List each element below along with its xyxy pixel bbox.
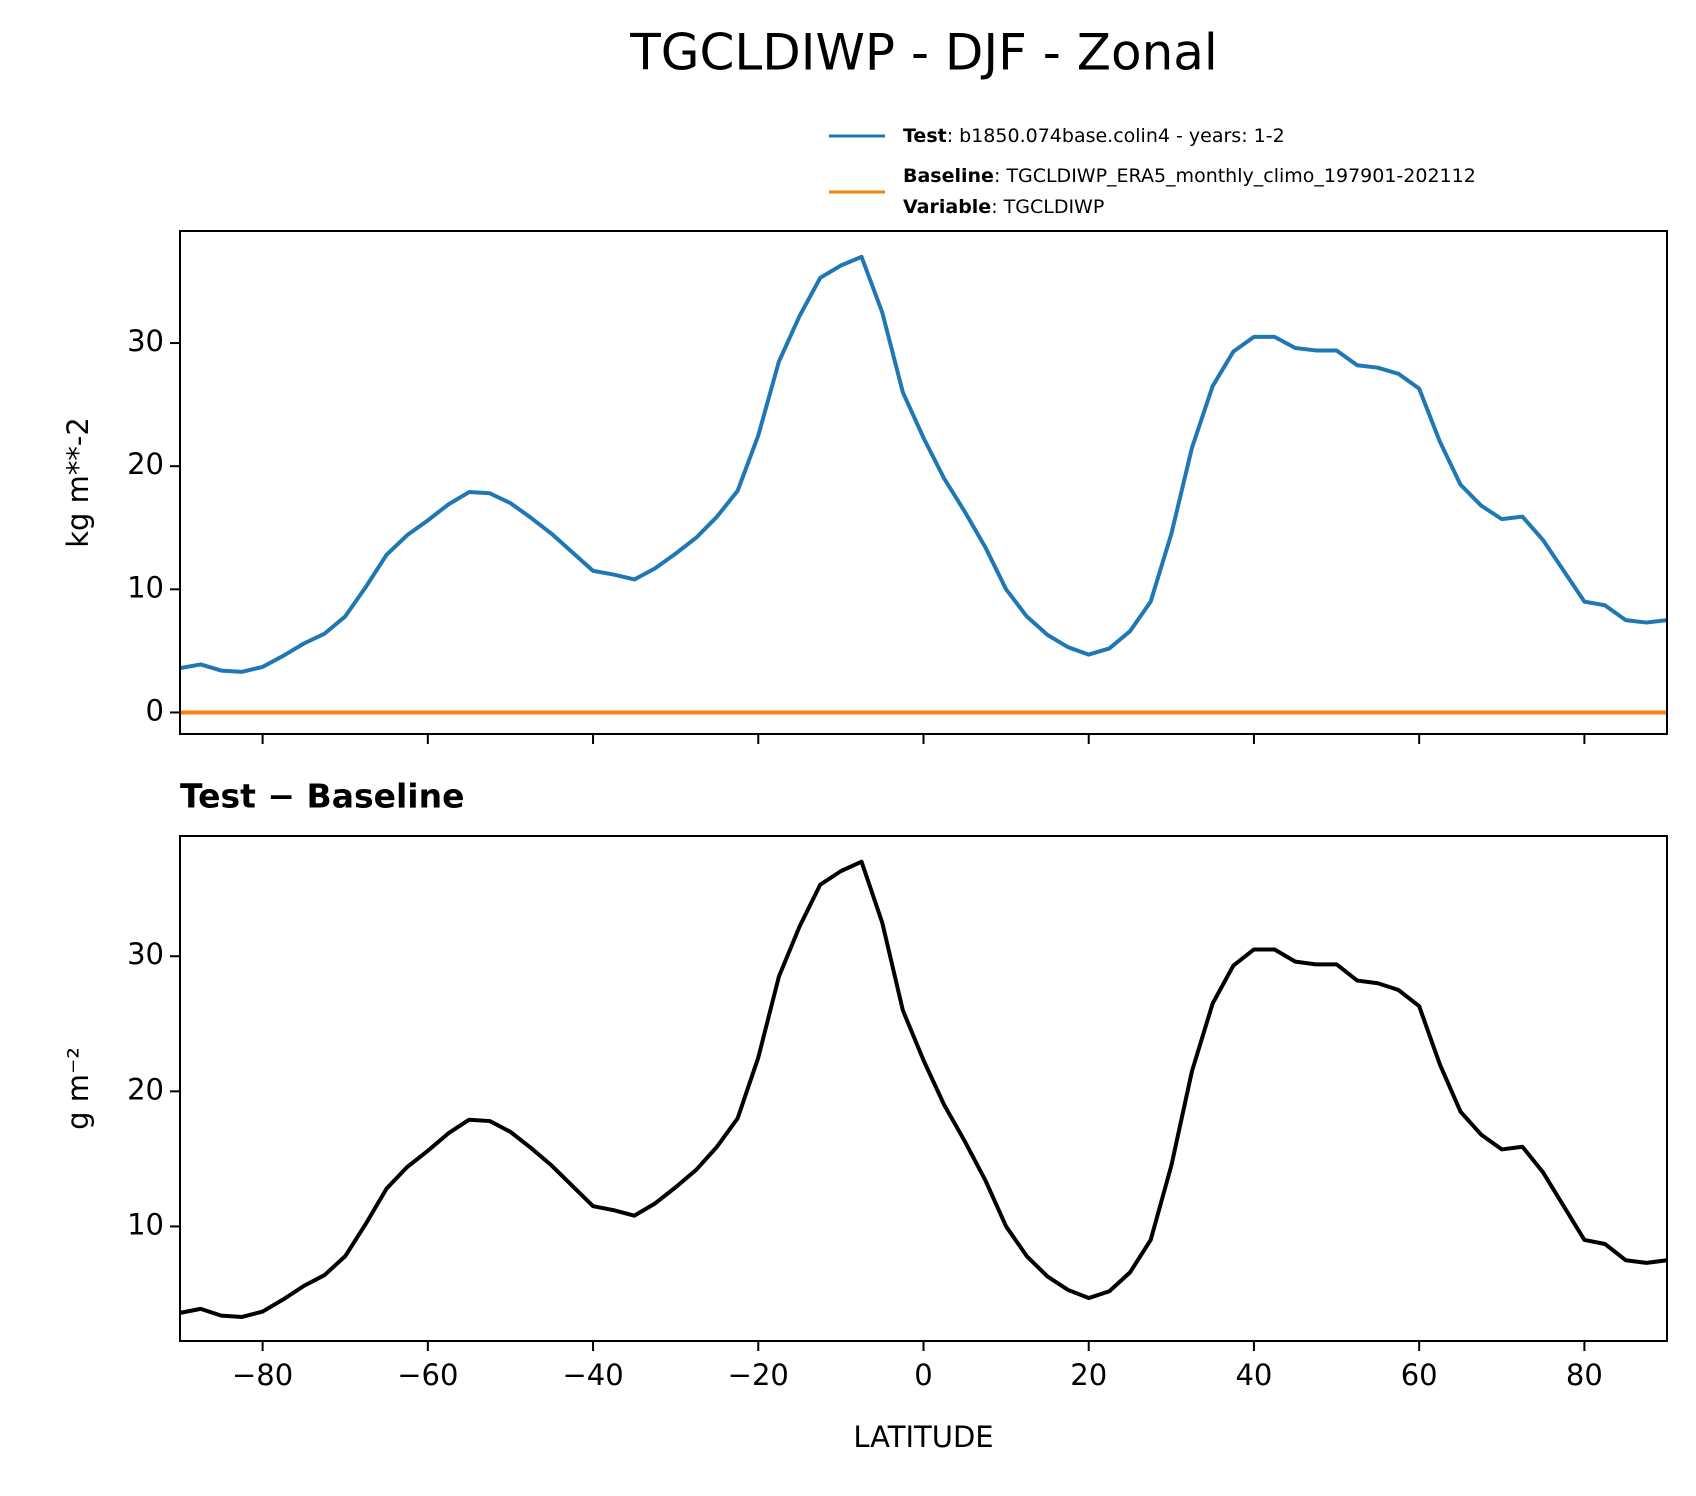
legend-text: : TGCLDIWP_ERA5_monthly_climo_197901-202…	[994, 165, 1476, 187]
y-tick-label: 0	[146, 693, 164, 727]
series-line	[179, 859, 1668, 1319]
legend-entry: Test: b1850.074base.colin4 - years: 1-2	[903, 125, 1285, 147]
y-tick-label: 30	[127, 937, 164, 971]
subplot-title: Test − Baseline	[180, 777, 465, 816]
x-tick-label: 40	[1235, 1358, 1272, 1392]
y-tick-label: 20	[127, 447, 164, 481]
y-axis-label: kg m**-2	[61, 417, 95, 548]
x-tick-label: −60	[397, 1358, 458, 1392]
legend-entry: Variable: TGCLDIWP	[903, 196, 1104, 218]
legend-name: Baseline	[903, 165, 994, 187]
figure-title: TGCLDIWP - DJF - Zonal	[629, 24, 1218, 82]
legend: Test: b1850.074base.colin4 - years: 1-2 …	[829, 125, 1476, 218]
x-tick-label: 60	[1401, 1358, 1438, 1392]
legend-text: : TGCLDIWP	[991, 196, 1104, 218]
y-tick-label: 20	[127, 1072, 164, 1106]
series-line	[179, 254, 1668, 674]
y-tick-label: 10	[127, 1207, 164, 1241]
x-tick-label: 20	[1070, 1358, 1107, 1392]
y-axis-label: g m⁻²	[61, 1047, 95, 1130]
y-tick-label: 30	[127, 324, 164, 358]
x-tick-label: 80	[1566, 1358, 1603, 1392]
x-axis-label: LATITUDE	[853, 1420, 993, 1454]
legend-text: : b1850.074base.colin4 - years: 1-2	[947, 125, 1285, 147]
x-tick-label: −80	[232, 1358, 293, 1392]
legend-entry: Baseline: TGCLDIWP_ERA5_monthly_climo_19…	[903, 165, 1476, 187]
y-tick-label: 10	[127, 570, 164, 604]
x-tick-label: 0	[914, 1358, 932, 1392]
x-tick-label: −20	[728, 1358, 789, 1392]
axes-frame	[179, 835, 1668, 1342]
axes-frame	[179, 230, 1668, 735]
x-tick-label: −40	[562, 1358, 623, 1392]
legend-name: Variable	[903, 196, 991, 218]
legend-name: Test	[903, 125, 947, 147]
